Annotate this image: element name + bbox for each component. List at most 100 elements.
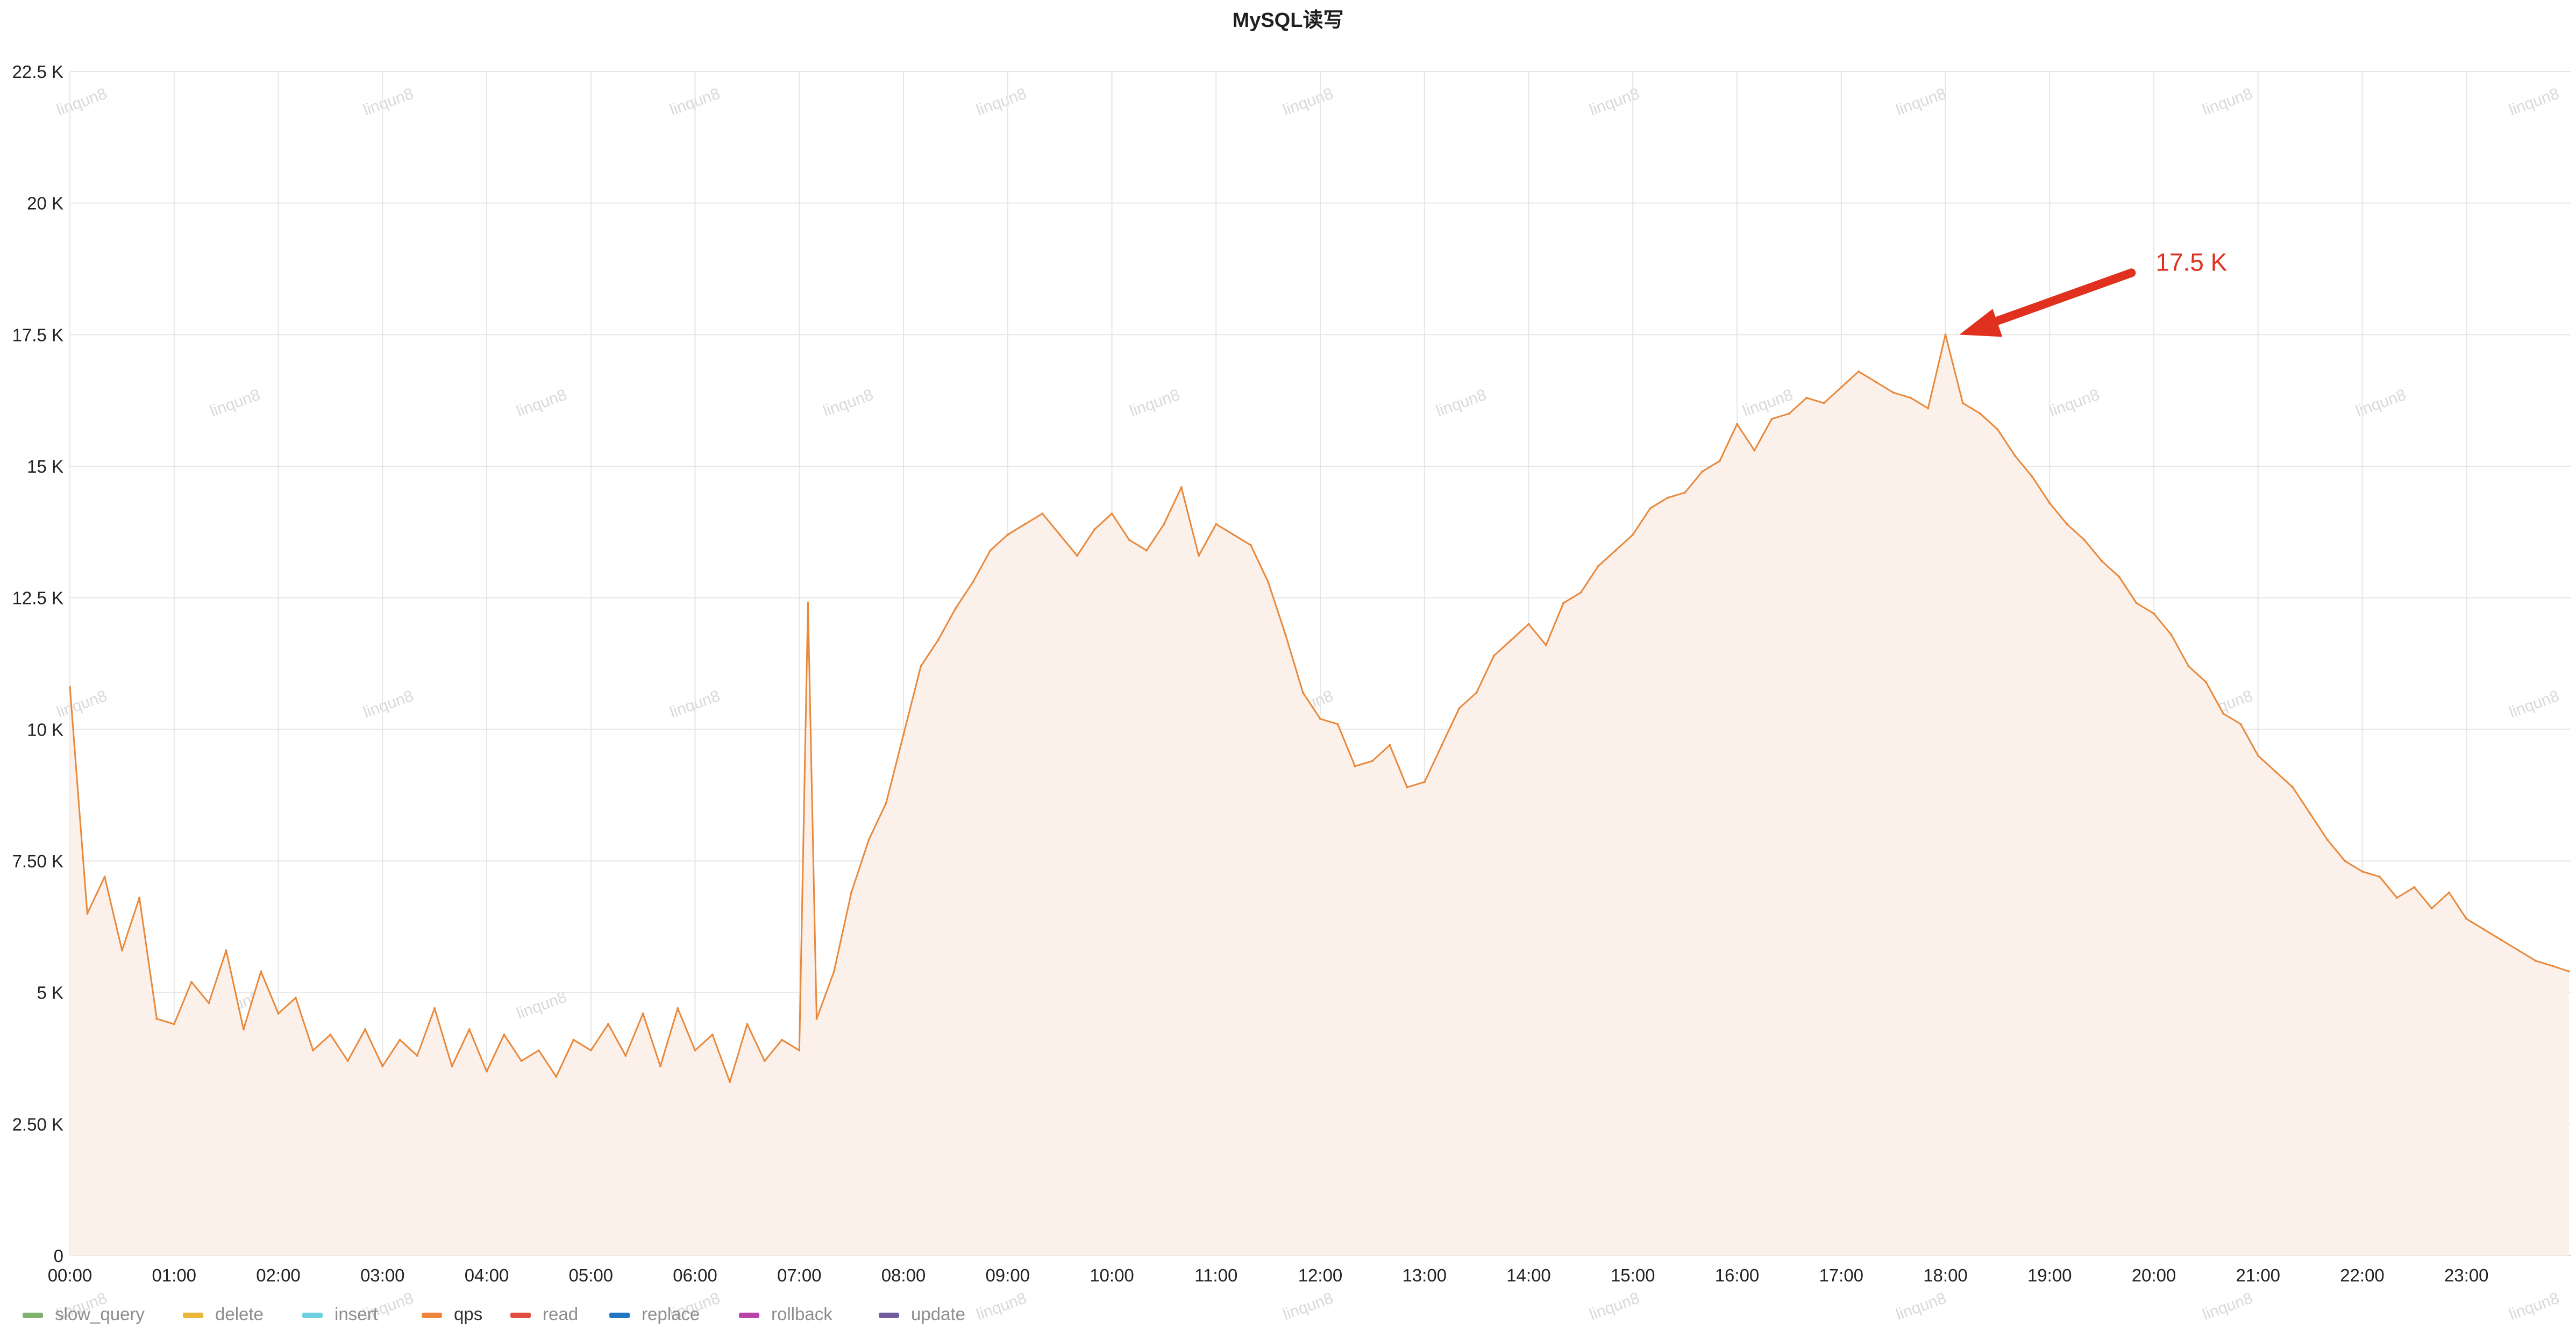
watermark-text: linqun8 [361,84,416,119]
x-tick-label: 22:00 [2340,1265,2385,1285]
data-point [1180,486,1183,489]
watermark-text: linqun8 [2200,84,2255,119]
data-point [2292,786,2294,788]
legend-label: read [543,1304,578,1324]
x-tick-label: 07:00 [777,1265,822,1285]
data-point [1545,644,1547,646]
data-point [2517,949,2520,952]
y-tick-label: 17.5 K [12,325,63,345]
legend-item-slow_query[interactable]: slow_query [23,1304,145,1324]
x-tick-label: 18:00 [1923,1265,1968,1285]
data-point [1892,391,1895,394]
watermark-text: linqun8 [1894,1289,1948,1323]
data-point [468,1028,471,1031]
data-point [1823,402,1825,404]
watermark-text: linqun8 [1894,84,1948,119]
data-point [1145,549,1148,552]
data-point [2118,575,2120,578]
data-point [746,1023,749,1025]
data-point [1371,760,1374,763]
y-tick-label: 20 K [27,194,63,213]
data-point [2031,475,2033,478]
data-point [1562,602,1565,604]
data-point [1770,417,1773,420]
data-point [1996,428,1999,431]
data-point [1632,533,1634,536]
data-point [1597,565,1599,567]
data-point [729,1081,731,1084]
legend-item-qps[interactable]: qps [422,1304,482,1324]
legend-swatch [510,1313,531,1318]
data-point [486,1070,488,1073]
data-point [850,891,853,894]
data-point [69,686,71,689]
data-point [1336,723,1339,725]
watermark-text: linqun8 [974,84,1029,119]
watermark-text: linqun8 [514,386,569,420]
legend-swatch [879,1313,899,1318]
y-tick-label: 2.50 K [12,1114,63,1134]
data-point [763,1059,766,1062]
annotation-arrow-shaft [1984,268,2136,329]
legend-item-replace[interactable]: replace [609,1304,700,1324]
data-point [1249,544,1252,546]
data-point [433,1007,436,1010]
data-point [1492,654,1495,657]
x-tick-label: 15:00 [1611,1265,1655,1285]
data-point [2430,907,2433,910]
legend-item-insert[interactable]: insert [302,1304,378,1324]
watermark-text: linqun8 [54,687,109,721]
data-point [2274,770,2277,773]
data-point [1475,691,1478,694]
data-point [2309,812,2311,815]
data-point [1927,407,1930,410]
data-point [624,1055,627,1057]
watermark-text: linqun8 [2047,386,2102,420]
x-tick-label: 00:00 [48,1265,92,1285]
data-point [572,1038,575,1041]
data-point [1406,786,1408,788]
watermark-text: linqun8 [514,988,569,1022]
legend-item-delete[interactable]: delete [183,1304,264,1324]
data-point [1753,449,1756,452]
data-point [399,1038,401,1041]
data-point [1961,402,1964,404]
legend-label: insert [335,1304,378,1324]
data-point [503,1033,506,1036]
data-point [2048,502,2051,504]
watermark-text: linqun8 [2507,1289,2561,1323]
data-point [1301,691,1304,694]
data-point [1215,523,1218,525]
legend-item-update[interactable]: update [879,1304,965,1324]
watermark-text: linqun8 [2507,687,2561,721]
data-point [277,1012,280,1015]
watermark-text: linqun8 [1434,386,1489,420]
data-point [1614,549,1617,552]
data-point [2101,560,2103,562]
data-point [451,1065,453,1067]
legend-label: qps [454,1304,482,1324]
data-point [2482,928,2485,931]
y-tick-label: 7.50 K [12,851,63,871]
data-point [1979,412,1982,415]
data-point [2170,633,2173,636]
watermark-text: linqun8 [361,687,416,721]
data-point [2222,712,2225,715]
data-point [902,733,905,736]
data-point [173,1023,175,1025]
watermark-text: linqun8 [974,1289,1029,1323]
watermark-text: linqun8 [1587,1289,1642,1323]
watermark-text: linqun8 [2353,386,2408,420]
legend-item-read[interactable]: read [510,1304,578,1324]
y-tick-label: 5 K [37,983,63,1003]
data-point [2396,896,2399,899]
data-point [329,1033,332,1036]
data-point [2257,754,2259,757]
watermark-text: linqun8 [1587,84,1642,119]
data-point [1944,333,1947,336]
legend-item-rollback[interactable]: rollback [739,1304,832,1324]
x-tick-label: 09:00 [985,1265,1030,1285]
series-layer [69,333,2570,1256]
data-point [555,1075,558,1078]
data-point [1232,533,1235,536]
